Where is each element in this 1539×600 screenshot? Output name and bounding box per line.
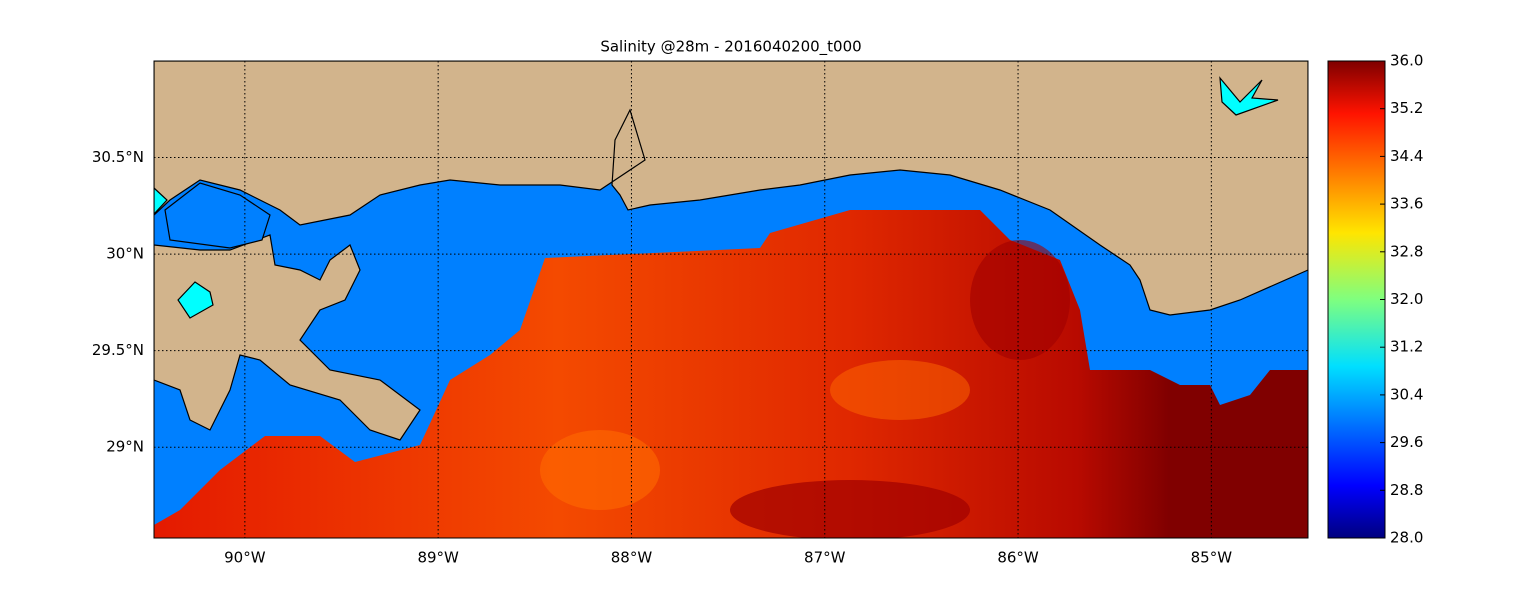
- colorbar-label: 28.0: [1390, 529, 1423, 547]
- colorbar-label: 32.0: [1390, 290, 1423, 308]
- colorbar-label: 36.0: [1390, 52, 1423, 70]
- land: [154, 61, 1308, 316]
- lake: [164, 182, 271, 249]
- field-shade: [730, 480, 970, 538]
- colorbar-label: 28.8: [1390, 481, 1423, 499]
- field-shade: [830, 360, 970, 420]
- field-shade: [970, 240, 1070, 360]
- colorbar-label: 30.4: [1390, 385, 1423, 403]
- x-tick-label: 90°W: [224, 549, 266, 567]
- y-tick-label: 29°N: [106, 438, 144, 456]
- x-tick-label: 86°W: [997, 549, 1039, 567]
- x-tick-label: 85°W: [1191, 549, 1233, 567]
- x-tick-label: 88°W: [611, 549, 653, 567]
- colorbar-label: 32.8: [1390, 242, 1423, 260]
- plot-frame: [153, 60, 1309, 539]
- y-tick-label: 30.5°N: [92, 148, 144, 166]
- colorbar: [1327, 60, 1386, 539]
- chart-title: Salinity @28m - 2016040200_t000: [600, 38, 861, 57]
- colorbar-label: 34.4: [1390, 147, 1423, 165]
- land: [154, 234, 421, 441]
- colorbar-label: 33.6: [1390, 195, 1423, 213]
- colorbar-label: 29.6: [1390, 433, 1423, 451]
- field-shade: [540, 430, 660, 510]
- lake: [154, 187, 168, 215]
- grid: [154, 61, 1308, 538]
- y-tick-label: 30°N: [106, 245, 144, 263]
- lake: [1219, 76, 1279, 116]
- colorbar-label: 31.2: [1390, 338, 1423, 356]
- lake: [177, 281, 214, 319]
- map-area: [154, 61, 1308, 538]
- colorbar-label: 35.2: [1390, 99, 1423, 117]
- y-tick-label: 29.5°N: [92, 341, 144, 359]
- x-tick-label: 89°W: [417, 549, 459, 567]
- x-tick-label: 87°W: [804, 549, 846, 567]
